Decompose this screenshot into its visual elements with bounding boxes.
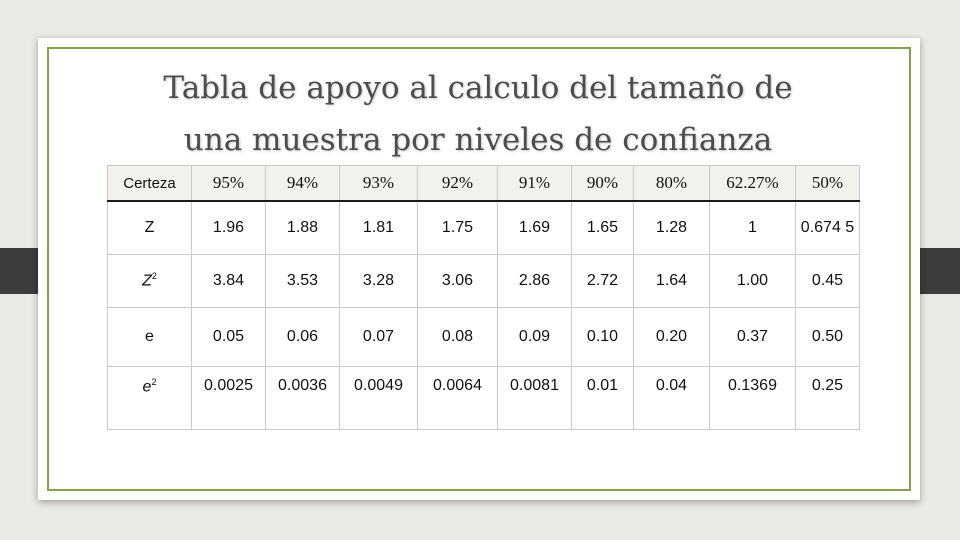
table-row-z: Z 1.96 1.88 1.81 1.75 1.69 1.65 1.28 1 0… — [107, 200, 860, 255]
table-cell: 0.06 — [265, 307, 340, 367]
table-cell: 3.84 — [191, 254, 266, 308]
table-cell: 0.0036 — [265, 366, 340, 430]
table-cell: 0.45 — [795, 254, 860, 308]
table-cell: 1.96 — [191, 200, 266, 255]
e-squared-base: e — [142, 378, 152, 396]
row-label-e: e — [107, 307, 192, 367]
title-line-2: una muestra por niveles de confianza — [183, 122, 773, 158]
table-cell: 1.00 — [709, 254, 796, 308]
table-cell: 0.0064 — [417, 366, 498, 430]
table-cell: 0.01 — [571, 366, 634, 430]
table-cell: 0.0025 — [191, 366, 266, 430]
table-cell: 1.65 — [571, 200, 634, 255]
table-cell: 0.20 — [633, 307, 710, 367]
table-cell: 3.53 — [265, 254, 340, 308]
table-row-z-squared: Z2 3.84 3.53 3.28 3.06 2.86 2.72 1.64 1.… — [107, 254, 860, 308]
table-cell: 0.1369 — [709, 366, 796, 430]
table-cell: 0.07 — [339, 307, 418, 367]
row-label-e-squared: e2 — [107, 366, 192, 430]
table-cell: 3.06 — [417, 254, 498, 308]
table-cell: 0.674 5 — [795, 200, 860, 255]
header-cell: 92% — [417, 165, 498, 202]
row-label-z-squared: Z2 — [107, 254, 192, 308]
table-cell: 0.25 — [795, 366, 860, 430]
table-cell: 1.81 — [339, 200, 418, 255]
table-cell: 2.72 — [571, 254, 634, 308]
header-cell: 93% — [339, 165, 418, 202]
table-cell: 0.50 — [795, 307, 860, 367]
table-cell: 1.28 — [633, 200, 710, 255]
header-cell: 90% — [571, 165, 634, 202]
z-squared-base: Z — [142, 272, 152, 290]
table-cell: 1.88 — [265, 200, 340, 255]
row-label-z: Z — [107, 200, 192, 255]
table-row-e: e 0.05 0.06 0.07 0.08 0.09 0.10 0.20 0.3… — [107, 307, 860, 367]
table-cell: 0.04 — [633, 366, 710, 430]
slide-card: Tabla de apoyo al calculo del tamaño de … — [38, 38, 920, 500]
table-cell: 0.10 — [571, 307, 634, 367]
header-cell: 91% — [497, 165, 572, 202]
title-line-1: Tabla de apoyo al calculo del tamaño de — [163, 70, 793, 106]
table-cell: 0.05 — [191, 307, 266, 367]
slide-title: Tabla de apoyo al calculo del tamaño de … — [98, 62, 858, 166]
header-row: Certeza 95% 94% 93% 92% 91% 90% 80% 62.2… — [107, 165, 860, 202]
table-cell: 0.0081 — [497, 366, 572, 430]
table-cell: 3.28 — [339, 254, 418, 308]
slide-frame — [47, 47, 911, 491]
table-row-e-squared: e2 0.0025 0.0036 0.0049 0.0064 0.0081 0.… — [107, 366, 860, 430]
confidence-table: Certeza 95% 94% 93% 92% 91% 90% 80% 62.2… — [107, 165, 860, 430]
header-cell: 95% — [191, 165, 266, 202]
table-cell: 1.75 — [417, 200, 498, 255]
z-squared-exponent: 2 — [151, 271, 157, 282]
header-cell: 62.27% — [709, 165, 796, 202]
header-label: Certeza — [107, 165, 192, 202]
table-cell: 1 — [709, 200, 796, 255]
e-squared-exponent: 2 — [151, 377, 157, 387]
table-cell: 0.0049 — [339, 366, 418, 430]
table-cell: 0.08 — [417, 307, 498, 367]
header-cell: 50% — [795, 165, 860, 202]
table-cell: 0.09 — [497, 307, 572, 367]
header-cell: 94% — [265, 165, 340, 202]
header-cell: 80% — [633, 165, 710, 202]
table-cell: 2.86 — [497, 254, 572, 308]
table-cell: 1.69 — [497, 200, 572, 255]
table-cell: 1.64 — [633, 254, 710, 308]
table-cell: 0.37 — [709, 307, 796, 367]
